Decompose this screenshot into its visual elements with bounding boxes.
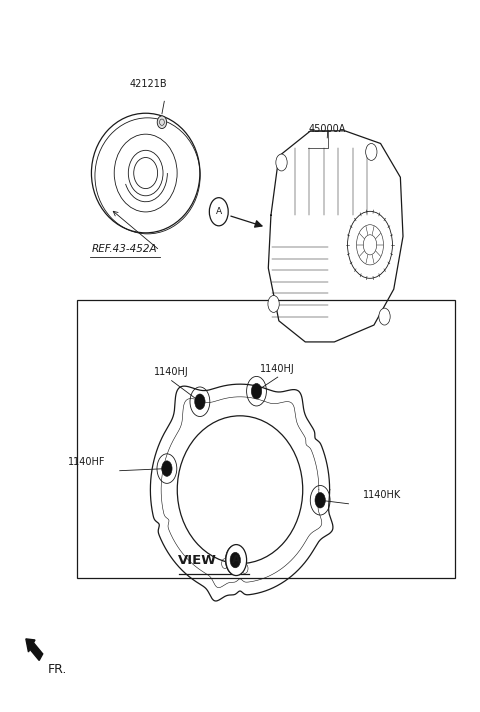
Text: A: A <box>216 207 222 216</box>
Circle shape <box>226 545 247 575</box>
Text: 45000A: 45000A <box>309 125 346 135</box>
Circle shape <box>230 553 240 567</box>
Circle shape <box>315 493 325 508</box>
Text: FR.: FR. <box>48 664 67 676</box>
Text: A: A <box>232 555 240 565</box>
Circle shape <box>209 198 228 226</box>
Circle shape <box>162 461 172 476</box>
Circle shape <box>276 154 287 171</box>
Text: REF.43-452A: REF.43-452A <box>91 244 157 254</box>
Bar <box>77 300 455 577</box>
Circle shape <box>195 394 205 409</box>
Circle shape <box>252 384 262 399</box>
FancyArrow shape <box>26 639 43 661</box>
Ellipse shape <box>157 116 167 129</box>
Text: 42121B: 42121B <box>129 78 167 88</box>
Circle shape <box>379 308 390 325</box>
Text: VIEW: VIEW <box>178 553 216 567</box>
Circle shape <box>366 144 377 160</box>
Text: 1140HJ: 1140HJ <box>260 364 295 374</box>
Text: 1140HJ: 1140HJ <box>154 367 189 377</box>
Text: 1140HK: 1140HK <box>362 491 401 501</box>
Circle shape <box>268 295 279 313</box>
Text: 1140HF: 1140HF <box>68 457 106 467</box>
